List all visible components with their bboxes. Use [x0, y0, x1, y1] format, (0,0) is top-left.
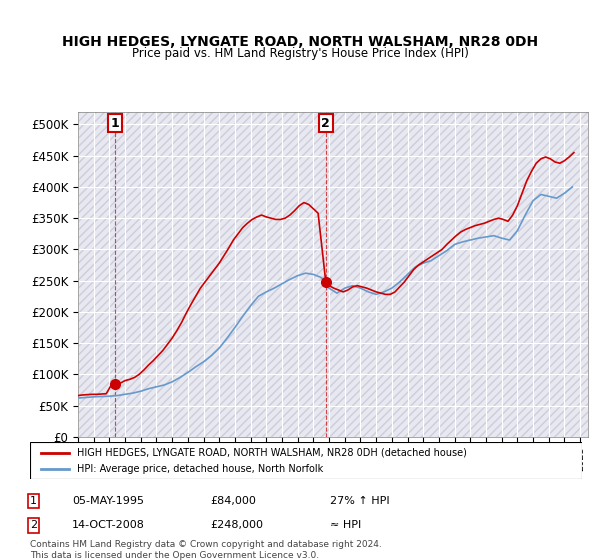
Text: 2: 2	[30, 520, 37, 530]
Text: HIGH HEDGES, LYNGATE ROAD, NORTH WALSHAM, NR28 0DH (detached house): HIGH HEDGES, LYNGATE ROAD, NORTH WALSHAM…	[77, 447, 467, 458]
Text: Contains HM Land Registry data © Crown copyright and database right 2024.
This d: Contains HM Land Registry data © Crown c…	[30, 540, 382, 559]
Text: 27% ↑ HPI: 27% ↑ HPI	[330, 496, 389, 506]
Text: 05-MAY-1995: 05-MAY-1995	[72, 496, 144, 506]
Text: 1: 1	[30, 496, 37, 506]
Text: Price paid vs. HM Land Registry's House Price Index (HPI): Price paid vs. HM Land Registry's House …	[131, 46, 469, 60]
Text: £248,000: £248,000	[210, 520, 263, 530]
Text: £84,000: £84,000	[210, 496, 256, 506]
FancyBboxPatch shape	[30, 442, 582, 479]
Text: 2: 2	[322, 117, 330, 130]
Text: HIGH HEDGES, LYNGATE ROAD, NORTH WALSHAM, NR28 0DH: HIGH HEDGES, LYNGATE ROAD, NORTH WALSHAM…	[62, 35, 538, 49]
Text: HPI: Average price, detached house, North Norfolk: HPI: Average price, detached house, Nort…	[77, 464, 323, 474]
Text: 1: 1	[110, 117, 119, 130]
Text: 14-OCT-2008: 14-OCT-2008	[72, 520, 145, 530]
Text: ≈ HPI: ≈ HPI	[330, 520, 361, 530]
